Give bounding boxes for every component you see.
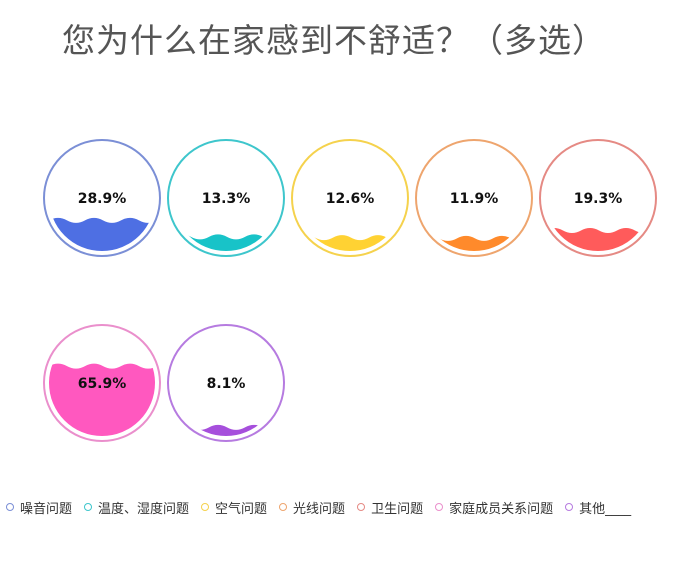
legend-label: 噪音问题 bbox=[20, 501, 73, 517]
legend-item[interactable]: 噪音问题 bbox=[6, 498, 72, 517]
liquid-fill-wave bbox=[297, 235, 403, 251]
gauge-ring bbox=[539, 139, 657, 257]
liquid-gauge-1: 13.3% bbox=[167, 139, 285, 257]
legend-label: 卫生问题 bbox=[371, 501, 424, 517]
gauge-ring bbox=[167, 324, 285, 442]
legend-marker-icon bbox=[565, 503, 574, 511]
legend-item[interactable]: 家庭成员关系问题 bbox=[435, 498, 553, 517]
legend-item[interactable]: 卫生问题 bbox=[357, 498, 423, 517]
legend-label: 温度、湿度问题 bbox=[98, 501, 190, 517]
liquid-gauge-2: 12.6% bbox=[291, 139, 409, 257]
chart-title: 您为什么在家感到不舒适？（多选） bbox=[62, 21, 606, 60]
liquid-gauge-4: 19.3% bbox=[539, 139, 657, 257]
liquid-gauge-0: 28.9% bbox=[43, 139, 161, 257]
legend-label: 其他____ bbox=[579, 501, 632, 517]
legend-item[interactable]: 温度、湿度问题 bbox=[84, 498, 189, 517]
chart-legend: 噪音问题 温度、湿度问题 空气问题 光线问题 卫生问题 家庭成员关系问题 其他____ bbox=[0, 497, 700, 517]
gauge-value-label: 11.9% bbox=[450, 191, 499, 207]
legend-marker-icon bbox=[201, 503, 210, 511]
legend-marker-icon bbox=[84, 503, 93, 511]
liquid-fill-wave bbox=[173, 234, 279, 251]
legend-marker-icon bbox=[357, 503, 366, 511]
gauge-value-label: 28.9% bbox=[78, 191, 127, 207]
liquid-fill-wave bbox=[421, 235, 527, 251]
liquid-fill-wave bbox=[173, 424, 279, 436]
legend-marker-icon bbox=[279, 503, 288, 511]
legend-marker-icon bbox=[435, 503, 444, 511]
legend-item[interactable]: 光线问题 bbox=[279, 498, 345, 517]
gauge-ring bbox=[167, 139, 285, 257]
liquid-gauge-6: 8.1% bbox=[167, 324, 285, 442]
gauge-value-label: 13.3% bbox=[202, 191, 251, 207]
gauge-ring bbox=[415, 139, 533, 257]
gauge-value-label: 8.1% bbox=[207, 376, 246, 392]
gauge-value-label: 12.6% bbox=[326, 191, 375, 207]
legend-item[interactable]: 其他____ bbox=[565, 498, 631, 517]
legend-item[interactable]: 空气问题 bbox=[201, 498, 267, 517]
liquid-gauge-5: 65.9% bbox=[43, 324, 161, 442]
gauge-value-label: 19.3% bbox=[574, 191, 623, 207]
legend-label: 空气问题 bbox=[215, 501, 268, 517]
gauge-ring bbox=[291, 139, 409, 257]
legend-label: 家庭成员关系问题 bbox=[449, 501, 554, 517]
legend-label: 光线问题 bbox=[293, 501, 346, 517]
gauge-value-label: 65.9% bbox=[78, 376, 127, 392]
liquid-gauge-3: 11.9% bbox=[415, 139, 533, 257]
legend-marker-icon bbox=[6, 503, 14, 511]
